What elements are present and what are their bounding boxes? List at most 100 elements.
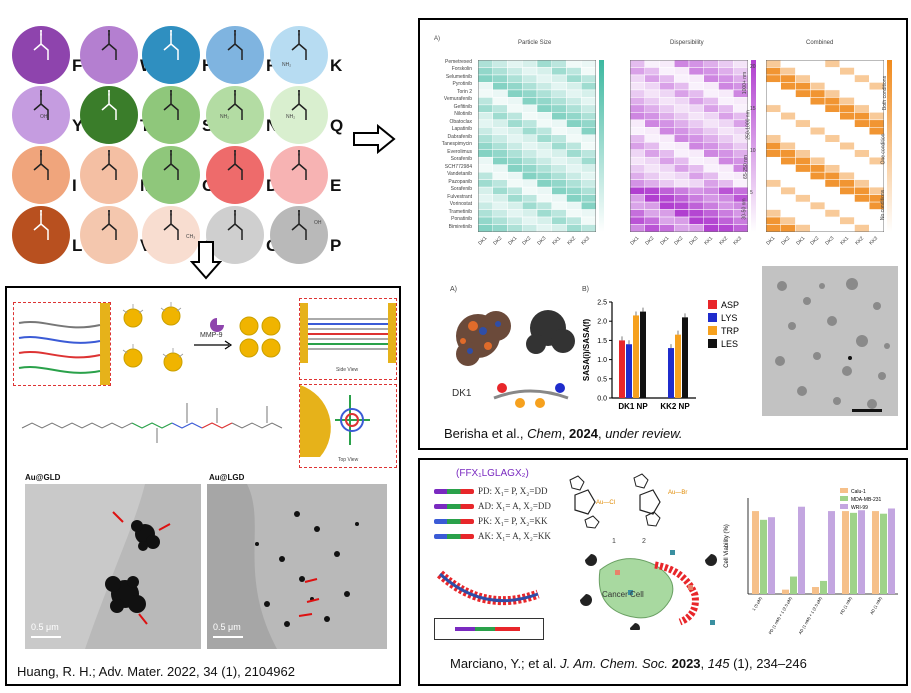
heatmap-col-label: DK2	[780, 235, 792, 247]
bar-lys-1	[668, 348, 674, 398]
heatmap-row-label: Vandetanib	[447, 171, 472, 178]
bar-lys-0	[626, 344, 632, 398]
ligand-cl-label: Au—Cl	[596, 500, 616, 506]
size-band-label: 65-250 nm	[742, 155, 749, 179]
amino-acid-circle	[80, 146, 138, 204]
heatmap-col-label: KK3	[580, 235, 592, 247]
heatmap-title: Dispersibility	[670, 40, 704, 46]
heatmap-grid	[766, 60, 884, 232]
amino-acid-letter: I	[72, 176, 77, 195]
heatmap-row-label: Gefitinib	[453, 103, 472, 110]
viability-x-label: PD (1 mM)	[839, 595, 853, 615]
heatmap-col-label: DK1	[506, 235, 518, 247]
group-label-proline-acid: OH	[314, 220, 322, 226]
berisha-journal: Chem	[527, 426, 562, 441]
heatmap-col-label: KK1	[703, 235, 714, 247]
combined-tick-label: 10	[750, 148, 756, 154]
heatmap-row-label: Selumetinib	[445, 73, 472, 80]
heatmap-col-label: KK2	[853, 235, 865, 247]
heatmap-col-label: DK1	[629, 235, 641, 247]
amino-acid-circle	[270, 146, 328, 204]
amino-acid-letter: L	[72, 236, 83, 255]
amino-acid-circle	[206, 206, 264, 264]
size-band-label: 30-50 nm	[741, 198, 748, 220]
heatmap-row-label: Nilotinib	[454, 111, 472, 118]
heatmap-row-label: Trametinib	[448, 208, 472, 215]
huang-caption: Huang, R. H.; Adv. Mater. 2022, 34 (1), …	[17, 664, 295, 679]
variant-color-bar	[434, 504, 474, 509]
heatmap-colorbar	[751, 60, 756, 232]
heatmap-row-label: Vemurafenib	[443, 96, 472, 103]
variant-label: PD: X₁= P, X₂=DD	[478, 486, 548, 496]
heatmap-grid	[478, 60, 596, 232]
viability-legend-swatch	[840, 488, 848, 493]
amino-acid-circle	[142, 206, 200, 264]
bar-les-1	[682, 317, 688, 398]
nanoparticles-aggregated	[239, 316, 281, 358]
viability-bar	[842, 511, 849, 594]
bar-trp-1	[675, 334, 681, 398]
heatmap-col-label: DK2	[673, 235, 685, 247]
viability-legend-label: MDA-MB-231	[851, 497, 882, 503]
y-tick-label: 2.0	[597, 319, 607, 326]
amino-acid-circle	[206, 26, 264, 84]
marciano-journal: J. Am. Chem. Soc.	[560, 656, 668, 671]
viability-x-label: PD (1 mM) + 1 (2.5 μM)	[767, 595, 793, 635]
heatmap-grid	[630, 60, 748, 232]
heatmap-row-label: Fulvestrant	[447, 193, 472, 200]
down-arrow-icon	[190, 241, 222, 280]
scale-bar-right: 0.5 μm	[213, 622, 241, 632]
x-tick-label: DK1 NP	[618, 402, 648, 411]
bar-asp-0	[619, 340, 625, 398]
tem-image	[762, 266, 898, 416]
viability-bar	[752, 511, 759, 594]
viability-bar	[820, 580, 827, 594]
enzyme-label: MMP-9	[200, 332, 223, 339]
viability-bar	[790, 576, 797, 594]
combined-tick-label: 5	[750, 190, 753, 196]
variant-color-bar	[434, 489, 474, 494]
side-view-label: Side View	[336, 367, 359, 373]
amino-acid-circle	[12, 26, 70, 84]
heatmap-row-label: Tanespimycin	[441, 141, 472, 148]
viability-bar	[880, 513, 887, 594]
marciano-year: 2023	[671, 656, 701, 671]
group-label-alanine-methyl: CH₃	[186, 234, 196, 240]
marciano-panel: (FFX₁LGLAGX₂) PD: X₁= P, X₂=DD AD: X₁= A,…	[418, 458, 908, 686]
viability-legend-label: WRI-99	[851, 505, 868, 511]
variant-label: PK: X₁= P, X₂=KK	[478, 516, 548, 526]
marciano-pages: (1), 234–246	[729, 656, 807, 671]
cancer-cell-label: Cancer Cell	[602, 590, 644, 599]
mmp9-enzyme-icon	[210, 318, 224, 332]
y-tick-label: 0.5	[597, 376, 607, 383]
panel-b-label: B)	[582, 286, 589, 293]
heatmap-col-label: KK3	[868, 235, 880, 247]
heatmap-row-label: Ponatinib	[451, 216, 472, 223]
heatmap-row-label: Dabrafenib	[447, 133, 472, 140]
viability-bar	[888, 508, 895, 594]
amino-acid-letter: E	[330, 176, 342, 195]
label-2: 2	[642, 538, 646, 545]
viability-x-label: AD (1 mM)	[869, 595, 883, 615]
amino-acid-circle	[270, 206, 328, 264]
group-label-glutamine-amine: NH₂	[286, 114, 296, 120]
amino-acid-letter: Q	[330, 116, 344, 135]
amino-acid-circle	[142, 26, 200, 84]
legend-swatch	[708, 313, 717, 322]
cancer-cell-illustration	[580, 550, 717, 630]
amino-acid-circle	[12, 86, 70, 144]
peptide-formula: (FFX₁LGLAGX₂)	[456, 468, 529, 479]
y-tick-label: 1.0	[597, 357, 607, 364]
heatmap-row-label: Forskolin	[451, 66, 472, 73]
amino-acid-circle	[206, 86, 264, 144]
bar-les-0	[640, 311, 646, 398]
viability-legend-swatch	[840, 504, 848, 509]
side-view-box: Side View	[299, 298, 397, 380]
viability-legend-label: Calu-1	[851, 489, 866, 495]
heatmap-col-label: DK2	[492, 235, 504, 247]
peptide-schematic-box	[13, 302, 111, 386]
heatmap-col-label: KK2	[565, 235, 577, 247]
nanoparticles-dispersed	[122, 302, 184, 372]
y-axis-label: Cell Viability (%)	[724, 524, 730, 568]
size-band-label: 1000+ nm	[742, 71, 749, 95]
